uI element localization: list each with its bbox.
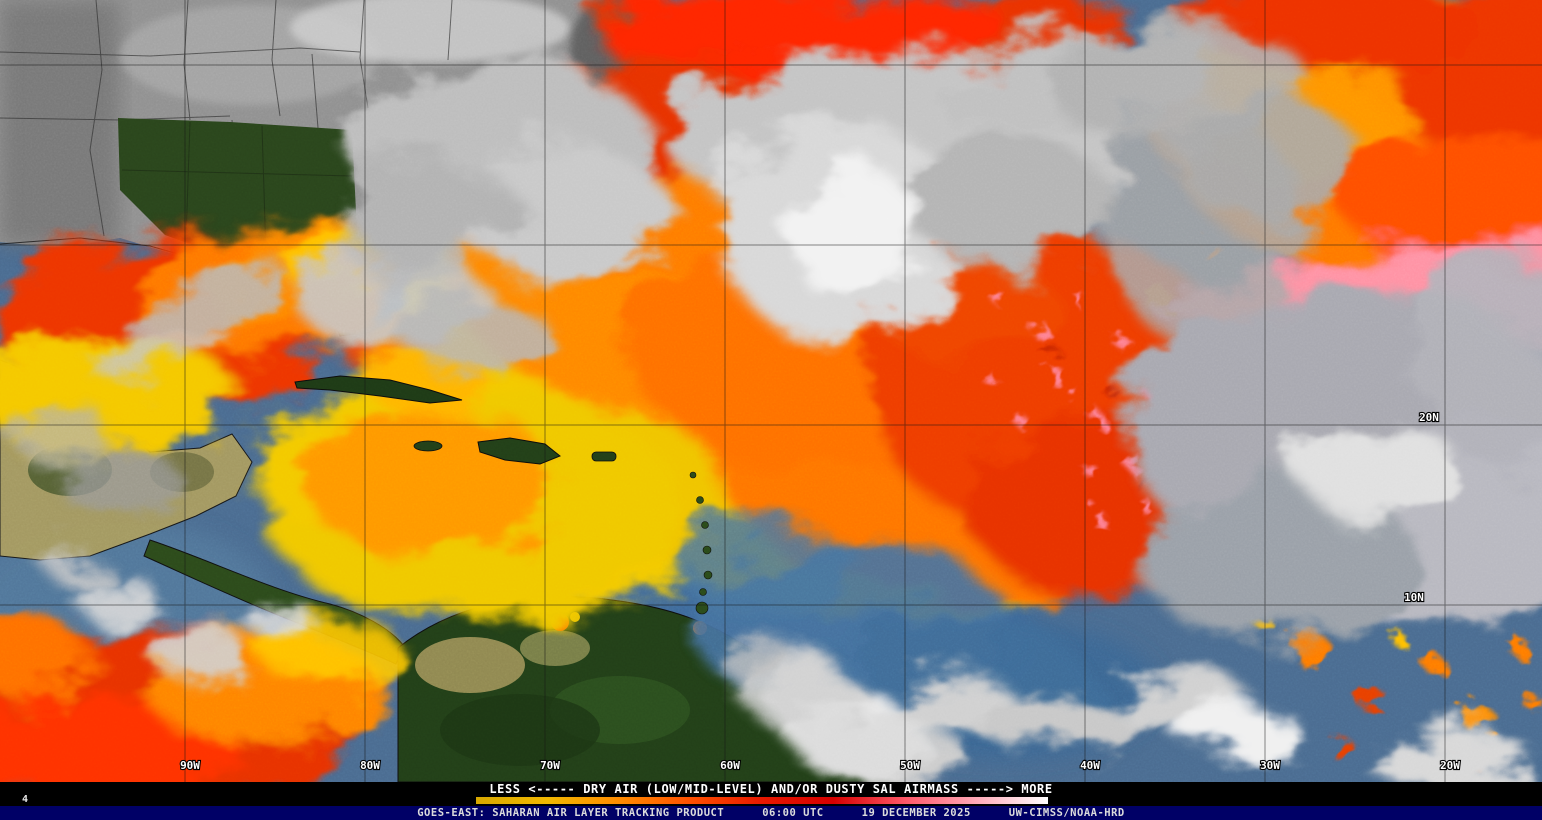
graticule-labels: 20N 10N 90W 80W 70W 60W 50W 40W 30W 20W [179, 410, 1461, 773]
legend-text: LESS <----- DRY AIR (LOW/MID-LEVEL) AND/… [489, 782, 1053, 796]
lon-label: 50W [900, 759, 920, 772]
lon-label: 60W [720, 759, 740, 772]
legend-gradient [476, 797, 1048, 804]
lat-label: 20N [1419, 411, 1439, 424]
status-date: 19 DECEMBER 2025 [861, 807, 971, 819]
lon-label: 70W [540, 759, 560, 772]
status-time: 06:00 UTC [762, 807, 824, 819]
lat-label: 10N [1404, 591, 1424, 604]
graticule [0, 0, 1542, 782]
status-bar: GOES-EAST: SAHARAN AIR LAYER TRACKING PR… [0, 806, 1542, 820]
lon-label: 80W [360, 759, 380, 772]
satellite-map: 20N 10N 90W 80W 70W 60W 50W 40W 30W 20W [0, 0, 1542, 782]
lon-label: 90W [180, 759, 200, 772]
grain-overlay [0, 0, 1542, 782]
lon-label: 20W [1440, 759, 1460, 772]
lon-label: 30W [1260, 759, 1280, 772]
status-credit: UW-CIMSS/NOAA-HRD [1008, 807, 1125, 819]
frame-number: 4 [22, 794, 29, 805]
lon-label: 40W [1080, 759, 1100, 772]
status-product: GOES-EAST: SAHARAN AIR LAYER TRACKING PR… [417, 807, 725, 819]
legend-bar: LESS <----- DRY AIR (LOW/MID-LEVEL) AND/… [0, 782, 1542, 806]
